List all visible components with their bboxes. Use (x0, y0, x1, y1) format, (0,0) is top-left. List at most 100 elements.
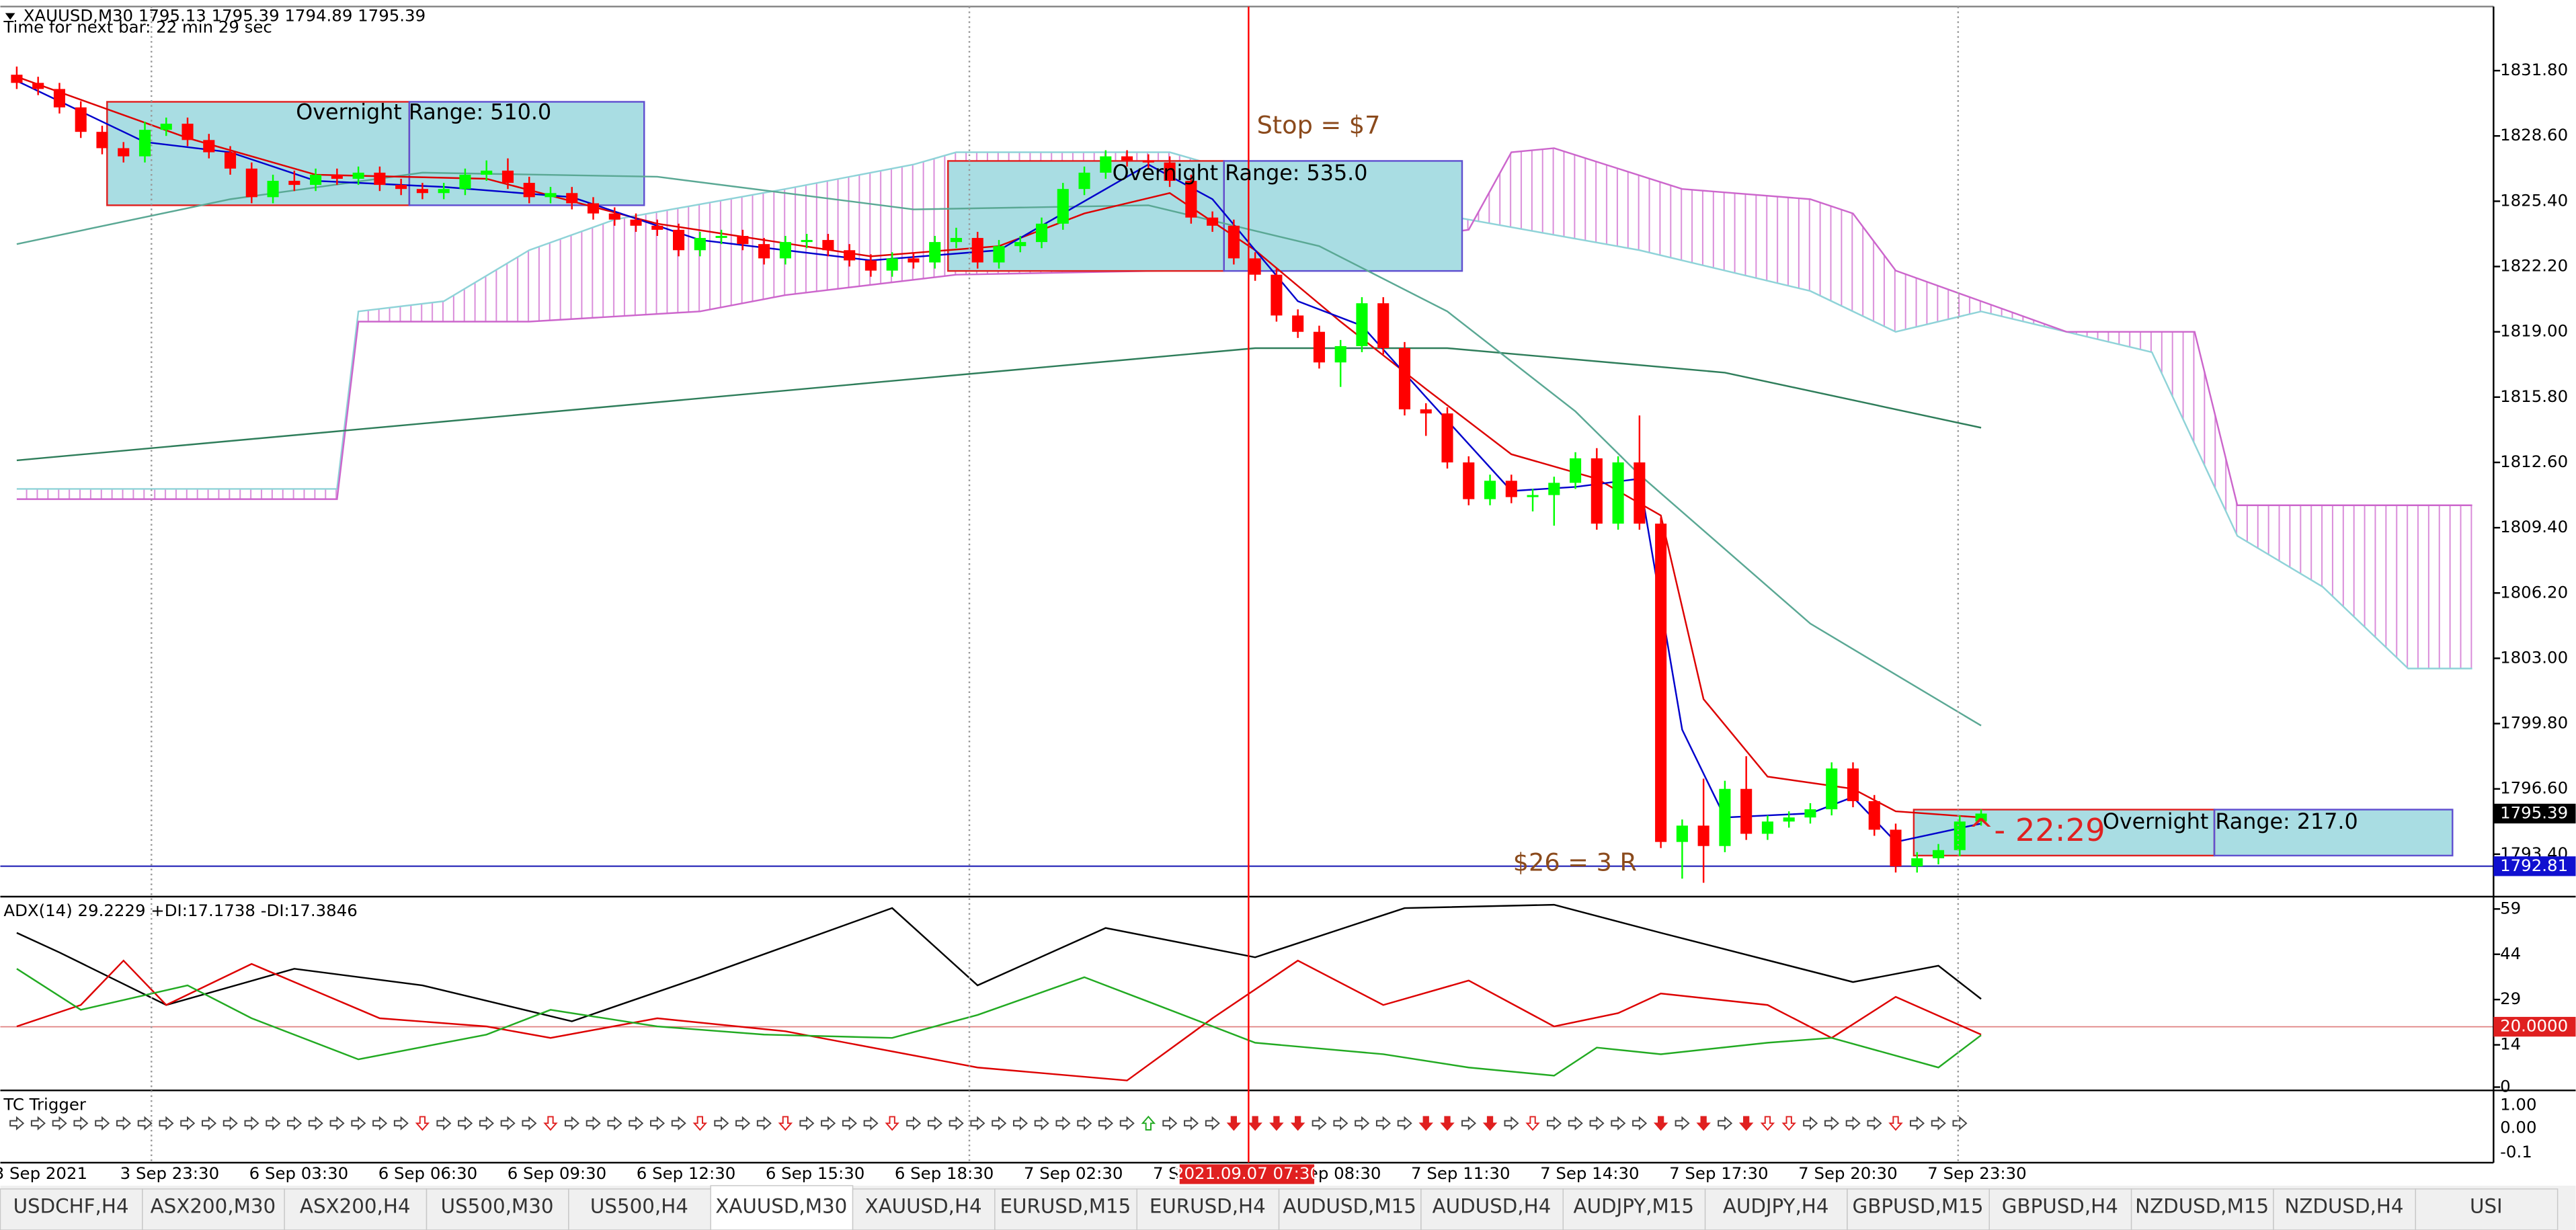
tab[interactable] (2130, 1188, 2274, 1230)
tab-label[interactable]: NZDUSD,H4 (2284, 1194, 2403, 1217)
tab[interactable] (1278, 1188, 1422, 1230)
adx-level-tag (2493, 1016, 2576, 1037)
price-tick-label: 1819.00 (2500, 321, 2568, 341)
tab-label[interactable]: XAUUSD,M30 (715, 1194, 847, 1217)
signal-arrow (9, 1116, 25, 1131)
signal-arrow (393, 1116, 409, 1131)
tab[interactable] (1988, 1188, 2132, 1230)
tab[interactable] (1136, 1188, 1280, 1230)
tab[interactable] (2273, 1188, 2417, 1230)
signal-arrow (1888, 1116, 1903, 1131)
tab[interactable] (1704, 1188, 1848, 1230)
signal-arrow (329, 1116, 345, 1131)
candle-body (1548, 483, 1560, 495)
tab-label[interactable]: AUDUSD,H4 (1433, 1194, 1552, 1217)
candle-body (118, 148, 130, 157)
cursor-tag-label: 2021.09.07 07:30 (1174, 1163, 1320, 1183)
tab-label[interactable]: EURUSD,H4 (1150, 1194, 1266, 1217)
signal-arrow (1568, 1116, 1583, 1131)
tab-label[interactable]: USDCHF,H4 (13, 1194, 129, 1217)
signal-arrow (1333, 1116, 1349, 1131)
candle-body (1207, 217, 1219, 226)
candle-body (1911, 858, 1923, 867)
tab[interactable] (994, 1188, 1137, 1230)
tab-label[interactable]: EURUSD,M15 (1000, 1194, 1131, 1217)
tab-label[interactable]: US500,H4 (590, 1194, 688, 1217)
tab-label[interactable]: AUDUSD,M15 (1283, 1194, 1416, 1217)
signal-arrow (244, 1116, 259, 1131)
tab[interactable] (0, 1188, 143, 1230)
tab-label[interactable]: NZDUSD,M15 (2135, 1194, 2269, 1217)
tab-label[interactable]: AUDJPY,M15 (1574, 1194, 1694, 1217)
tab-label[interactable]: ASX200,M30 (151, 1194, 276, 1217)
stop-note: Stop = $7 (1257, 111, 1381, 140)
candle-body (523, 183, 535, 198)
tab[interactable] (568, 1188, 711, 1230)
signal-arrow (137, 1116, 153, 1131)
signal-arrow (1653, 1116, 1668, 1131)
candle-body (416, 189, 428, 194)
tab[interactable] (2415, 1188, 2559, 1230)
candle-body (32, 83, 44, 89)
signal-arrow (927, 1116, 942, 1131)
signal-arrow (543, 1116, 558, 1131)
time-label: 7 Sep 20:30 (1798, 1163, 1897, 1183)
tab[interactable] (284, 1188, 428, 1230)
tab-label[interactable]: GBPUSD,H4 (2002, 1194, 2118, 1217)
candle-body (822, 240, 834, 251)
tab[interactable] (1420, 1188, 1564, 1230)
candle-body (1271, 274, 1283, 316)
tab-label[interactable]: ASX200,H4 (300, 1194, 411, 1217)
range-label: Overnight Range: 535.0 (1113, 161, 1368, 186)
tab-label[interactable]: USI (2470, 1194, 2503, 1217)
tab-label[interactable]: US500,M30 (441, 1194, 554, 1217)
signal-arrow (159, 1116, 174, 1131)
signal-arrow (1034, 1116, 1049, 1131)
signal-arrow (1226, 1116, 1242, 1131)
adx-tick-label: 44 (2500, 944, 2521, 963)
tab[interactable] (710, 1185, 854, 1230)
tab[interactable] (852, 1188, 996, 1230)
signal-arrow (415, 1116, 430, 1131)
signal-arrow (1738, 1116, 1754, 1131)
candle-body (673, 229, 685, 251)
risk-note: $26 = 3 R (1513, 848, 1637, 877)
indicator-lines (0, 76, 2494, 1131)
candle-body (459, 174, 471, 190)
candle-body (1676, 825, 1688, 842)
signal-arrow (30, 1116, 46, 1131)
tab[interactable] (1847, 1188, 1990, 1230)
signal-arrow (970, 1116, 985, 1131)
price-tick-label: 1799.80 (2500, 713, 2568, 733)
candle-body (1932, 850, 1945, 858)
signal-arrow (95, 1116, 110, 1131)
candle-body (1420, 409, 1432, 414)
candle-body (737, 236, 749, 245)
candle-body (1868, 801, 1880, 830)
tab-label[interactable]: XAUUSD,H4 (865, 1194, 982, 1217)
candle-body (374, 172, 386, 186)
candle-body (203, 140, 215, 153)
signal-arrow (1910, 1116, 1925, 1131)
tab[interactable] (1562, 1188, 1706, 1230)
price-tick-label: 1815.80 (2500, 386, 2568, 406)
signal-arrow (1312, 1116, 1327, 1131)
signal-arrow (821, 1116, 836, 1131)
time-label: 6 Sep 03:30 (249, 1163, 348, 1183)
candle-body (844, 250, 856, 261)
signal-arrow (1418, 1116, 1433, 1131)
signal-arrow (885, 1116, 899, 1131)
price-tick-label: 1796.60 (2500, 778, 2568, 798)
signal-arrow (1589, 1116, 1605, 1131)
time-label: 7 Sep 02:30 (1024, 1163, 1123, 1183)
signal-arrow (1781, 1116, 1796, 1131)
signal-arrow (1504, 1116, 1519, 1131)
candle-body (1612, 462, 1624, 524)
candle-body (715, 236, 727, 239)
tab[interactable] (426, 1188, 569, 1230)
tab-label[interactable]: GBPUSD,M15 (1853, 1194, 1984, 1217)
candle-body (1334, 345, 1346, 363)
signal-arrow (1931, 1116, 1946, 1131)
tab-label[interactable]: AUDJPY,H4 (1723, 1194, 1829, 1217)
signal-arrow (1482, 1116, 1498, 1131)
